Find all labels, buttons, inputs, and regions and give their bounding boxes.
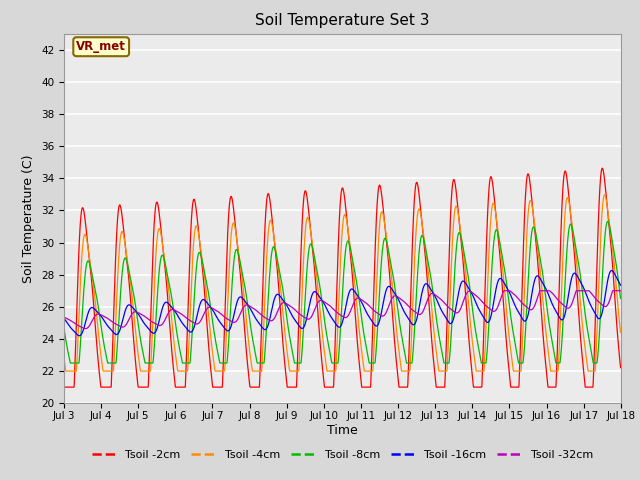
- Legend: Tsoil -2cm, Tsoil -4cm, Tsoil -8cm, Tsoil -16cm, Tsoil -32cm: Tsoil -2cm, Tsoil -4cm, Tsoil -8cm, Tsoi…: [87, 445, 598, 464]
- X-axis label: Time: Time: [327, 424, 358, 437]
- Text: VR_met: VR_met: [76, 40, 126, 53]
- Y-axis label: Soil Temperature (C): Soil Temperature (C): [22, 154, 35, 283]
- Title: Soil Temperature Set 3: Soil Temperature Set 3: [255, 13, 429, 28]
